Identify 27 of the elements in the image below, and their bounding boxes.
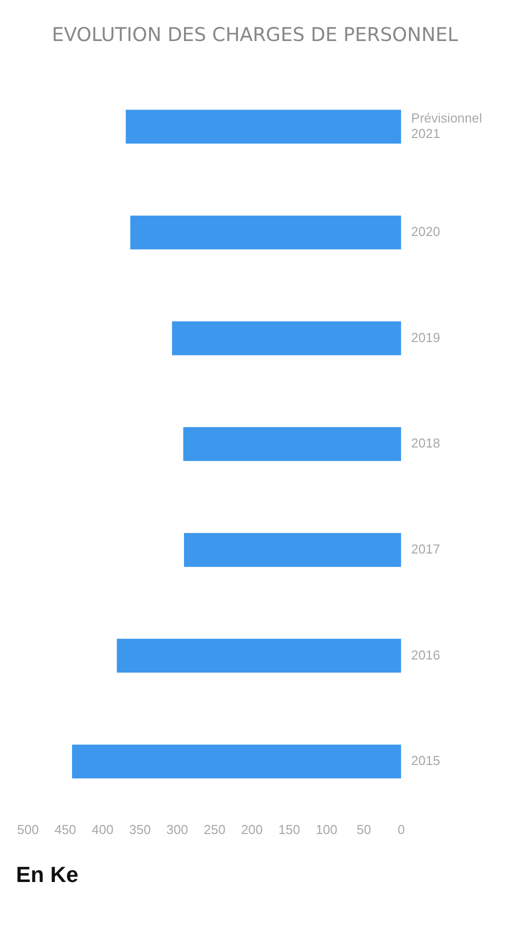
bar: [172, 321, 402, 356]
y-tick-label: 2020: [411, 224, 440, 240]
bar: [184, 532, 402, 567]
x-tick-label: 100: [316, 822, 338, 837]
x-tick-label: 0: [398, 822, 405, 837]
x-tick-label: 300: [166, 822, 188, 837]
x-tick-label: 400: [92, 822, 114, 837]
x-tick-label: 200: [241, 822, 263, 837]
x-tick-label: 450: [54, 822, 76, 837]
x-axis-title: En Ke: [15, 861, 80, 888]
bar: [72, 744, 402, 778]
x-tick-label: 150: [278, 822, 300, 837]
x-tick-label: 500: [17, 822, 39, 837]
bar: [116, 638, 402, 673]
y-tick-label: 2019: [411, 330, 440, 345]
y-tick-label: Prévisionnel 2021: [411, 110, 482, 142]
y-tick-label: 2016: [411, 647, 440, 662]
x-tick-label: 50: [356, 822, 372, 837]
bar: [183, 427, 402, 462]
y-tick-label: 2018: [411, 436, 440, 451]
x-tick-label: 350: [129, 822, 151, 837]
y-tick-label: 2017: [411, 541, 440, 556]
chart-title: EVOLUTION DES CHARGES DE PERSONNEL: [50, 23, 460, 48]
bar: [130, 216, 402, 250]
bar: [126, 110, 402, 144]
y-tick-label: 2015: [411, 753, 440, 768]
x-tick-label: 250: [204, 822, 226, 837]
